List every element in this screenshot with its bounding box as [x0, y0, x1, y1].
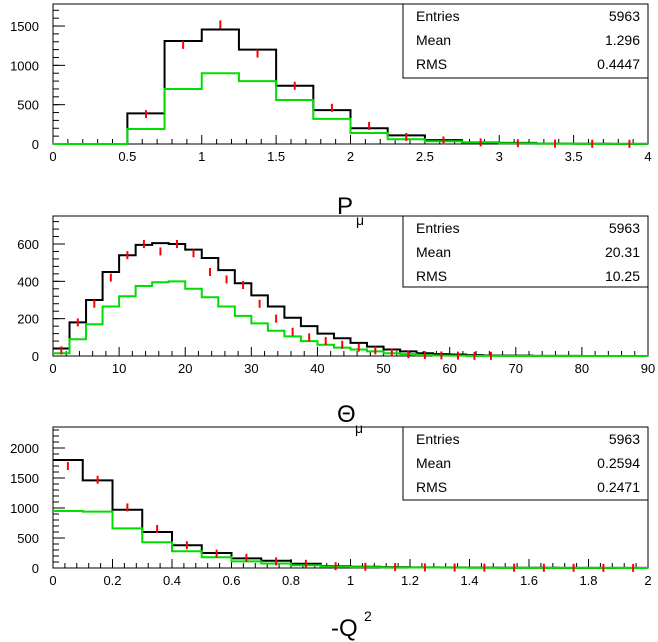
stats-box: Entries 5963 Mean 20.31 RMS 10.25: [402, 215, 649, 288]
x-axis-title: Θ μ: [337, 401, 363, 436]
x-tick-label: 80: [575, 361, 589, 376]
stats-rms-value: 0.4447: [597, 56, 640, 72]
x-axis-title-main: -Q: [331, 615, 358, 642]
y-tick-label: 600: [17, 237, 39, 252]
y-tick-label: 500: [17, 98, 39, 113]
panel-q2: 0 0.2 0.4 0.6 0.8 1 1.2 1.4 1.6 1.8 2 0 500 1000 1500 2…: [10, 426, 652, 642]
y-tick-label: 200: [17, 312, 39, 327]
x-tick-label: 1.2: [401, 573, 419, 588]
x-tick-label: 30: [244, 361, 258, 376]
y-tick-label: 400: [17, 274, 39, 289]
x-tick-label: 1.5: [267, 149, 285, 164]
x-tick-label: 0.5: [118, 149, 136, 164]
x-tick-label: 0.8: [282, 573, 300, 588]
stats-mean-value: 20.31: [605, 244, 640, 260]
x-tick-label: 0: [49, 361, 56, 376]
series-layer: [53, 459, 648, 572]
y-tick-label: 0: [32, 137, 39, 152]
x-tick-label: 1: [198, 149, 205, 164]
stats-rms-label: RMS: [416, 268, 447, 284]
stats-entries-label: Entries: [416, 220, 460, 236]
stats-entries-label: Entries: [416, 8, 460, 24]
stats-mean-label: Mean: [416, 455, 451, 471]
stats-entries-value: 5963: [609, 8, 640, 24]
stats-mean-value: 0.2594: [597, 455, 640, 471]
x-tick-label: 1.8: [579, 573, 597, 588]
tick-labels: 0 10 20 30 40 50 60 70 80 90 0 200 400 600: [17, 237, 655, 376]
x-tick-label: 40: [310, 361, 324, 376]
stats-rms-value: 10.25: [605, 268, 640, 284]
y-tick-label: 1000: [10, 58, 39, 73]
stats-entries-value: 5963: [609, 431, 640, 447]
x-tick-label: 50: [376, 361, 390, 376]
x-tick-label: 0: [49, 149, 56, 164]
stats-frame: [402, 426, 649, 501]
stats-rms-value: 0.2471: [597, 479, 640, 495]
stats-frame: [402, 3, 649, 79]
series-step-line-1: [53, 280, 648, 357]
x-tick-label: 70: [509, 361, 523, 376]
stats-mean-value: 1.296: [605, 32, 640, 48]
x-tick-label: 60: [442, 361, 456, 376]
x-axis-title-sub: μ: [356, 212, 364, 228]
y-tick-label: 2000: [10, 441, 39, 456]
stats-frame: [402, 215, 649, 288]
x-axis-title-sup: 2: [364, 608, 372, 624]
x-tick-label: 2: [644, 573, 651, 588]
x-tick-label: 3: [496, 149, 503, 164]
series-layer: [53, 20, 648, 148]
stats-rms-label: RMS: [416, 479, 447, 495]
stats-mean-label: Mean: [416, 244, 451, 260]
x-axis-title-sub: μ: [355, 420, 363, 436]
y-tick-label: 1500: [10, 471, 39, 486]
y-tick-label: 0: [32, 349, 39, 364]
x-tick-label: 0.2: [103, 573, 121, 588]
x-tick-label: 3.5: [565, 149, 583, 164]
stats-entries-label: Entries: [416, 431, 460, 447]
x-tick-label: 2: [347, 149, 354, 164]
stats-mean-label: Mean: [416, 32, 451, 48]
stats-entries-value: 5963: [609, 220, 640, 236]
stats-rms-label: RMS: [416, 56, 447, 72]
x-tick-label: 0.4: [163, 573, 181, 588]
tick-labels: 0 0.5 1 1.5 2 2.5 3 3.5 4 0 500 1000 1500: [10, 19, 652, 164]
x-axis-title-main: P: [337, 193, 353, 220]
x-tick-label: 0.6: [222, 573, 240, 588]
x-axis-title-main: Θ: [337, 401, 356, 428]
series-step-line-1: [53, 510, 648, 569]
x-tick-label: 20: [178, 361, 192, 376]
series-layer: [53, 240, 648, 360]
x-tick-label: 1.4: [460, 573, 478, 588]
x-axis-title: -Q 2: [331, 608, 372, 642]
x-tick-label: 10: [112, 361, 126, 376]
panel-theta-mu: 0 10 20 30 40 50 60 70 80 90 0 200 400 600 Entries 59…: [17, 215, 655, 436]
y-tick-label: 500: [17, 531, 39, 546]
tick-labels: 0 0.2 0.4 0.6 0.8 1 1.2 1.4 1.6 1.8 2 0 500 1000 1500 2…: [10, 441, 652, 588]
x-axis-title: P μ: [337, 193, 364, 228]
x-tick-label: 2.5: [416, 149, 434, 164]
y-tick-label: 1500: [10, 19, 39, 34]
x-tick-label: 1: [347, 573, 354, 588]
x-tick-label: 0: [49, 573, 56, 588]
y-tick-label: 1000: [10, 501, 39, 516]
panel-p-mu: 0 0.5 1 1.5 2 2.5 3 3.5 4 0 500 1000 1500 Entries 59…: [10, 3, 652, 228]
x-tick-label: 1.6: [520, 573, 538, 588]
stats-box: Entries 5963 Mean 1.296 RMS 0.4447: [402, 3, 649, 79]
y-tick-label: 0: [32, 561, 39, 576]
x-tick-label: 4: [644, 149, 651, 164]
stats-box: Entries 5963 Mean 0.2594 RMS 0.2471: [402, 426, 649, 501]
x-tick-label: 90: [641, 361, 655, 376]
series-step-line-1: [53, 72, 648, 145]
